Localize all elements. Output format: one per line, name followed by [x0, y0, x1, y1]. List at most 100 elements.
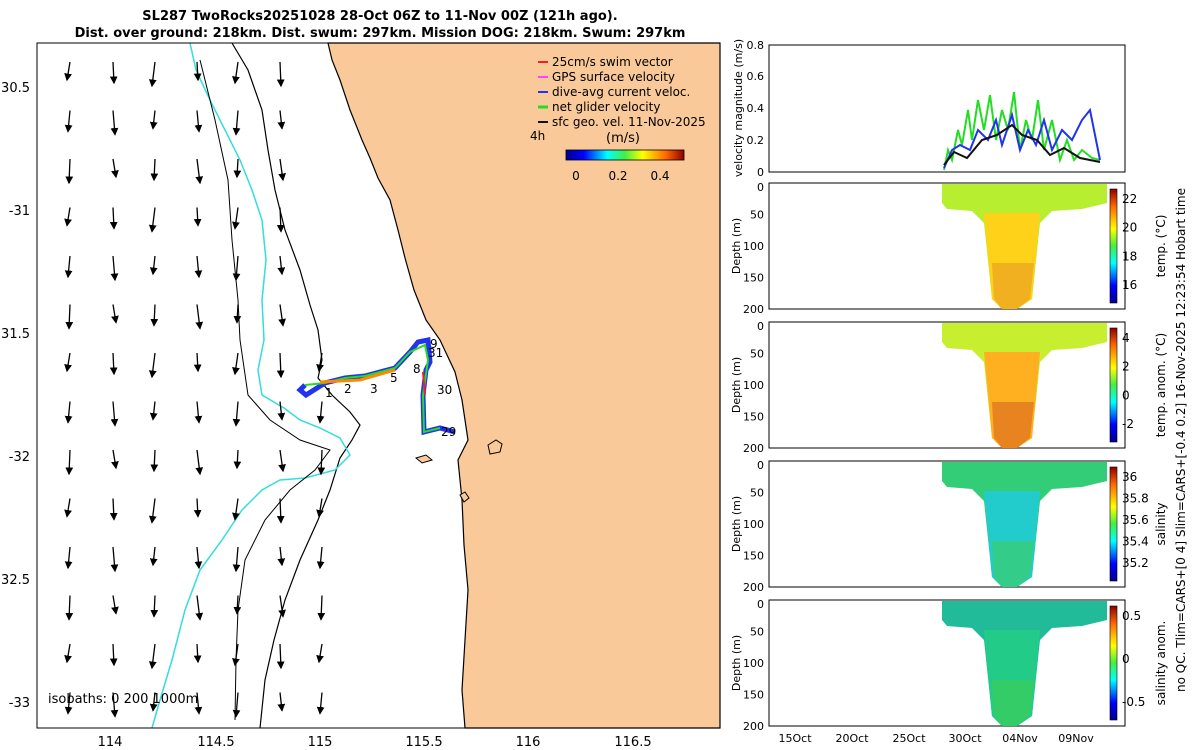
- sfc-velocity-arrow: [276, 498, 285, 524]
- sfc-velocity-arrow: [233, 304, 242, 324]
- colorbar-units: (m/s): [606, 131, 640, 146]
- y-tick: 32.5: [1, 573, 30, 588]
- sfc-velocity-arrow: [149, 692, 158, 712]
- sfc-velocity-arrow: [276, 207, 285, 233]
- y-tick: 31.5: [1, 327, 30, 342]
- sfc-velocity-arrow: [64, 643, 72, 664]
- sfc-velocity-arrow: [64, 401, 73, 424]
- sfc-velocity-arrow: [110, 401, 119, 427]
- depth-tick: 0: [757, 181, 764, 194]
- legend-item-dive-avg-current: dive-avg current veloc.: [552, 85, 690, 99]
- cb-tick: 36: [1122, 470, 1137, 484]
- sfc-velocity-arrow: [278, 304, 286, 327]
- sfc-velocity-arrow: [233, 449, 242, 470]
- cb-tick: 35.8: [1122, 492, 1149, 506]
- sfc-velocity-arrow: [232, 643, 240, 667]
- sfc-velocity-arrow: [64, 498, 72, 518]
- sfc-velocity-arrow: [194, 546, 203, 570]
- sfc-velocity-arrow: [193, 352, 202, 373]
- sfc-velocity-arrow: [65, 304, 74, 330]
- sfc-velocity-arrow: [317, 449, 326, 476]
- sfc-velocity-arrow: [193, 498, 202, 518]
- sfc-velocity-arrow: [109, 207, 118, 230]
- temp-ylabel: Depth (m): [730, 218, 743, 274]
- sfc-velocity-arrow: [316, 498, 324, 518]
- sfc-velocity-arrow: [148, 498, 157, 524]
- sfc-velocity-arrow: [277, 401, 286, 421]
- sfc-velocity-arrow: [64, 61, 72, 82]
- depth-tick: 0: [757, 598, 764, 611]
- sfc-velocity-arrow: [316, 546, 325, 570]
- sfc-velocity-arrow: [277, 692, 286, 712]
- cb-tick: 0: [1122, 652, 1130, 666]
- sfc-velocity-arrow: [65, 595, 74, 621]
- speed-colorbar: [565, 149, 685, 161]
- depth-tick: 0: [757, 459, 764, 472]
- salinity-ylabel: Depth (m): [730, 496, 743, 552]
- depth-tick: 100: [743, 518, 764, 531]
- y-tick: -32: [9, 450, 30, 465]
- sfc-velocity-arrow: [111, 158, 119, 179]
- track-label: 9: [430, 337, 438, 351]
- sfc-velocity-arrow: [277, 255, 286, 276]
- map-x-ticks: 114 114.5 115 115.5 116 116.5: [98, 735, 652, 750]
- sfc-velocity-arrow: [149, 110, 158, 130]
- depth-tick: 200: [743, 581, 764, 594]
- vel-tick: 0: [757, 166, 764, 179]
- sfc-velocity-arrow: [150, 595, 159, 618]
- track-label: 29: [441, 425, 456, 439]
- sfc-velocity-arrow: [149, 546, 158, 567]
- cb-tick: -0.5: [1122, 695, 1145, 709]
- colorbar-tick: 0.2: [608, 169, 627, 183]
- colorbar-tick: 0.4: [650, 169, 669, 183]
- depth-tick: 200: [743, 720, 764, 733]
- time-x-ticks: 15Oct 20Oct 25Oct 30Oct 04Nov 09Nov: [778, 732, 1094, 745]
- vel-tick: 0.2: [747, 134, 765, 147]
- velocity-panel: 0 0.2 0.4 0.6 0.8 velocity magnitude (m/…: [732, 39, 1126, 179]
- temp_anom-cblabel: temp. anom. (°C): [1154, 333, 1168, 437]
- sfc-velocity-arrow: [232, 498, 240, 521]
- sal_anom-ylabel: Depth (m): [730, 635, 743, 691]
- track-label: 8: [413, 362, 421, 376]
- sfc-velocity-arrow: [109, 498, 118, 521]
- sfc-velocity-arrow: [233, 158, 242, 179]
- sfc-velocity-arrow: [316, 401, 325, 424]
- track-label: 1: [325, 386, 333, 400]
- sfc-velocity-arrow: [110, 546, 119, 573]
- depth-tick: 150: [743, 550, 764, 563]
- legend-time-label: 4h: [530, 129, 545, 143]
- sfc-velocity-arrow: [109, 352, 118, 376]
- sfc-velocity-arrow: [316, 352, 324, 373]
- sfc-velocity-arrow: [194, 401, 203, 424]
- track-labels: 1 2 3 5 8 9 31 30 29: [325, 337, 456, 439]
- sfc-velocity-arrow: [148, 352, 157, 379]
- sfc-velocity-arrow: [193, 643, 202, 664]
- sfc-velocity-arrow: [149, 401, 158, 421]
- time-tick: 25Oct: [892, 732, 926, 745]
- sfc-velocity-arrow: [194, 692, 203, 715]
- depth-tick: 50: [750, 487, 764, 500]
- legend-item-swim-vector: 25cm/s swim vector: [552, 55, 673, 69]
- isobath-1000: [151, 42, 351, 729]
- sfc-velocity-arrow: [278, 449, 286, 473]
- sfc-velocity-arrow: [65, 158, 74, 185]
- legend-item-sfc-geo-vel: sfc geo. vel. 11-Nov-2025: [552, 115, 706, 129]
- sfc-velocity-arrow: [110, 255, 119, 282]
- sfc-velocity-arrow: [64, 692, 73, 715]
- cb-tick: 16: [1122, 278, 1137, 292]
- temp-colorbar: [1109, 188, 1118, 304]
- vel-tick: 0.6: [747, 70, 765, 83]
- sfc-velocity-arrow: [232, 401, 241, 427]
- time-tick: 04Nov: [1002, 732, 1038, 745]
- vel-ylabel: velocity magnitude (m/s): [732, 39, 745, 177]
- time-tick: 15Oct: [778, 732, 812, 745]
- title-line-1: SL287 TwoRocks20251028 28-Oct 06Z to 11-…: [142, 9, 618, 24]
- sfc-velocity-arrow: [111, 595, 119, 615]
- timeseries-panels: 0 0.2 0.4 0.6 0.8 velocity magnitude (m/…: [730, 39, 1188, 745]
- cb-tick: 35.2: [1122, 556, 1149, 570]
- temp-cblabel: temp. (°C): [1154, 215, 1168, 278]
- x-tick: 116.5: [614, 735, 651, 750]
- sfc-velocity-arrow: [111, 449, 119, 470]
- cb-tick: -2: [1122, 417, 1134, 431]
- time-tick: 20Oct: [835, 732, 869, 745]
